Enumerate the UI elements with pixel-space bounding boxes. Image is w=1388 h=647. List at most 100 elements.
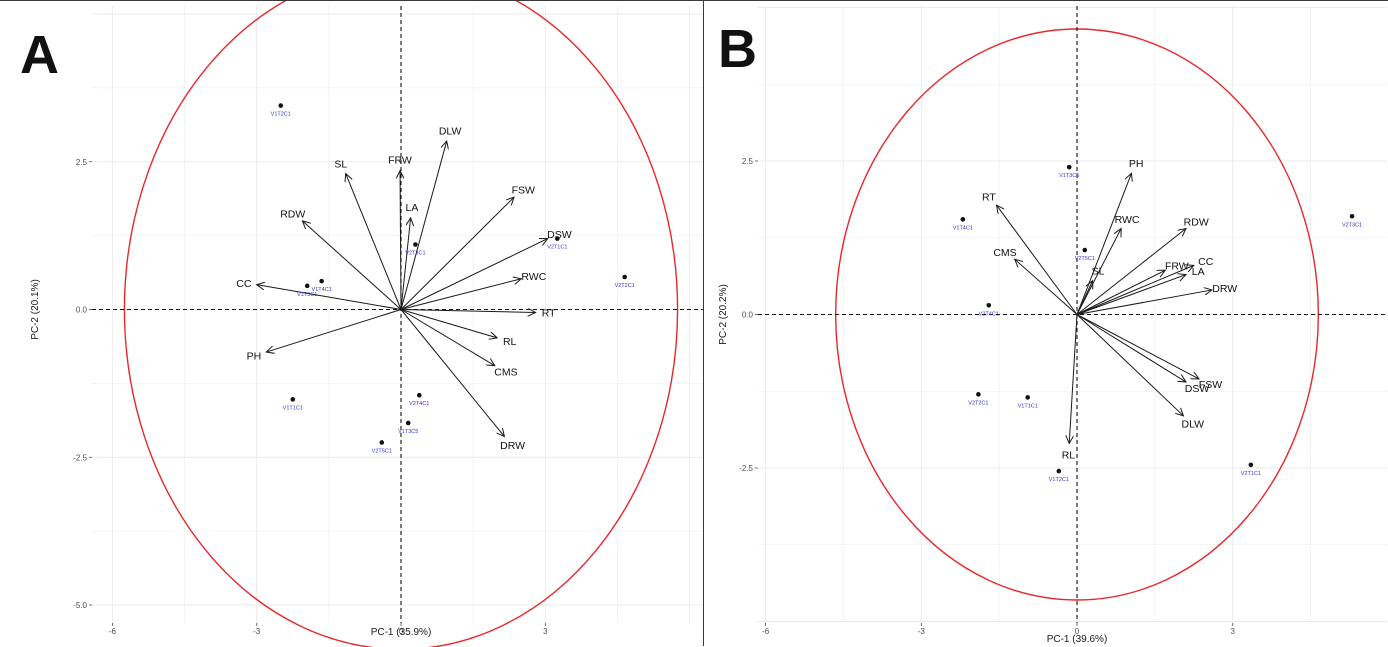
- observation-label: V2T4C1: [979, 311, 999, 317]
- observation-point: [976, 392, 981, 397]
- loading-arrow-ph: [1076, 173, 1131, 315]
- loading-label-dlw: DLW: [439, 125, 462, 137]
- y-tick-label: 2.5: [742, 157, 754, 166]
- loading-label-dsw: DSW: [547, 229, 572, 241]
- loading-arrow-rt: [400, 310, 536, 313]
- observation-label: V1T4C1: [312, 287, 332, 293]
- x-tick-label: -6: [762, 627, 770, 636]
- observation-point: [960, 217, 966, 222]
- y-axis-title: PC-2 (20.1%): [30, 279, 41, 340]
- loading-arrow-rt: [997, 205, 1078, 315]
- x-tick-label: 3: [1230, 627, 1235, 636]
- loading-arrow-rwc: [400, 279, 521, 310]
- biplot-a: -6 -3 0 3 2.5 0.0 -2.5 -5.0 PC-1 (35.9%) PC-2 (20…: [20, 1, 703, 647]
- observation-point: [1349, 213, 1355, 219]
- observation-point: [413, 242, 418, 247]
- observation-label: V1T4C1: [953, 225, 973, 231]
- observation-point: [986, 302, 992, 308]
- observation-point: [1082, 247, 1088, 253]
- loading-arrow-rl: [1069, 314, 1078, 444]
- loading-label-rwc: RWC: [521, 271, 546, 283]
- x-tick-label: 0: [399, 627, 404, 636]
- observation-point: [1248, 462, 1254, 468]
- x-tick-label: 3: [543, 627, 548, 636]
- loading-arrow-dlw: [400, 141, 447, 310]
- loading-label-rt: RT: [982, 191, 996, 203]
- loading-label-fsw: FSW: [512, 184, 535, 196]
- loading-label-sl: SL: [1092, 266, 1105, 278]
- loading-arrow-fsw: [1076, 314, 1199, 379]
- observation-label: V1T3C5: [1059, 173, 1079, 179]
- loading-label-cc: CC: [1198, 256, 1214, 268]
- x-axis-title: PC-1 (39.6%): [1047, 634, 1108, 645]
- loading-arrow-rdw: [1076, 229, 1186, 315]
- observation-label: V2T5C1: [372, 448, 392, 454]
- observation-label: V2T1C1: [547, 245, 567, 251]
- loading-arrow-la: [1076, 275, 1186, 315]
- observation-label: V2T3C1: [1342, 222, 1362, 228]
- observation-point: [405, 420, 411, 426]
- observation-point: [622, 274, 627, 280]
- loading-label-cc: CC: [236, 278, 252, 290]
- y-tick-label: -5.0: [73, 601, 87, 610]
- loading-arrow-sl: [1076, 281, 1093, 315]
- loading-arrow-rdw: [302, 221, 402, 310]
- loading-arrow-dsw: [400, 239, 548, 310]
- loading-label-drw: DRW: [1212, 283, 1237, 295]
- observation-label: V1T1C1: [1018, 403, 1038, 409]
- panel-letter: B: [718, 19, 757, 79]
- loading-label-sl: SL: [334, 158, 347, 170]
- observation-label: V1T2C1: [271, 112, 291, 118]
- loading-label-rt: RT: [542, 308, 556, 320]
- y-tick-label: -2.5: [73, 453, 87, 462]
- observation-label: V2T2C1: [968, 400, 988, 406]
- loading-label-rl: RL: [503, 336, 517, 348]
- loading-arrow-la: [400, 218, 411, 310]
- observation-point: [290, 397, 296, 402]
- observation-label: V1T3C5: [398, 429, 418, 435]
- observation-point: [304, 283, 310, 289]
- loading-arrow-frw: [1076, 270, 1165, 315]
- observation-point: [1066, 164, 1072, 170]
- loading-arrow-frw: [400, 171, 401, 310]
- loading-label-frw: FRW: [388, 155, 412, 167]
- loading-label-frw: FRW: [1165, 260, 1189, 272]
- loading-label-rwc: RWC: [1115, 214, 1140, 226]
- x-tick-label: 0: [1075, 627, 1080, 636]
- panel-a: -6 -3 0 3 2.5 0.0 -2.5 -5.0 PC-1 (35.9%) PC-2 (20…: [0, 0, 704, 647]
- loading-arrow-cc: [257, 285, 402, 310]
- loading-arrow-drw: [1076, 290, 1212, 315]
- loading-label-dsw: DSW: [1185, 383, 1210, 395]
- loading-label-dlw: DLW: [1182, 418, 1205, 430]
- correlation-circle: [123, 1, 679, 647]
- observation-label: V2T1C1: [1241, 471, 1261, 477]
- loading-arrow-dsw: [1076, 314, 1186, 383]
- x-axis-title: PC-1 (35.9%): [371, 627, 432, 638]
- y-tick-label: 0.0: [742, 311, 754, 320]
- observation-point: [278, 103, 284, 108]
- observation-point: [379, 440, 385, 445]
- y-axis-title: PC-2 (20.2%): [718, 284, 729, 345]
- loading-label-cms: CMS: [494, 366, 517, 378]
- loading-label-la: LA: [1192, 266, 1205, 278]
- loading-arrow-ph: [266, 309, 402, 353]
- loading-label-ph: PH: [1129, 158, 1144, 170]
- loading-arrow-fsw: [400, 197, 514, 310]
- observation-point: [1056, 468, 1062, 474]
- loading-label-rl: RL: [1062, 449, 1076, 461]
- x-tick-label: -6: [109, 627, 117, 636]
- x-tick-label: -3: [918, 627, 926, 636]
- grid: [758, 6, 1387, 623]
- observation-point: [319, 278, 324, 284]
- observation-label: V2T5C1: [1075, 256, 1095, 262]
- observation-label: V2T4C1: [409, 401, 429, 407]
- loading-arrow-cms: [400, 309, 495, 366]
- observation-label: V2T2C1: [615, 283, 635, 289]
- panel-b: -6 -3 0 3 2.5 0.0 -2.5 PC-1 (39.6%) PC-2 (20.2%)…: [704, 0, 1388, 646]
- loading-label-rdw: RDW: [280, 208, 305, 220]
- loading-arrow-sl: [346, 174, 402, 310]
- panel-letter: A: [20, 25, 59, 85]
- loading-label-drw: DRW: [500, 440, 525, 452]
- x-tick-label: -3: [253, 627, 261, 636]
- y-tick-label: 2.5: [76, 158, 88, 167]
